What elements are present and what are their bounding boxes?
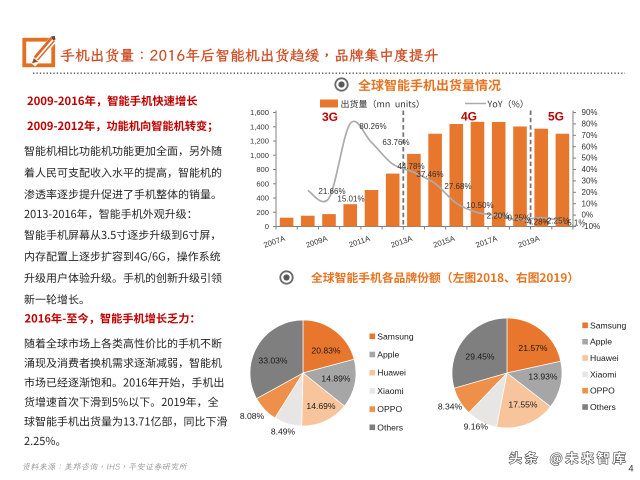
svg-text:1,200: 1,200 [250, 137, 269, 146]
svg-text:Others: Others [377, 422, 403, 432]
svg-text:21.57%: 21.57% [518, 343, 548, 353]
svg-text:OPPO: OPPO [377, 404, 402, 414]
svg-text:400: 400 [256, 194, 269, 203]
svg-text:Xiaomi: Xiaomi [377, 386, 403, 396]
svg-text:Apple: Apple [377, 350, 399, 360]
svg-text:600: 600 [256, 179, 269, 188]
svg-text:40%: 40% [582, 165, 598, 174]
svg-text:Apple: Apple [590, 337, 612, 347]
svg-text:10.50%: 10.50% [466, 201, 493, 210]
svg-text:9.16%: 9.16% [464, 421, 489, 431]
svg-text:1,400: 1,400 [250, 122, 269, 131]
svg-text:29.45%: 29.45% [465, 351, 495, 361]
svg-text:200: 200 [256, 208, 269, 217]
svg-text:OPPO: OPPO [590, 386, 615, 396]
svg-text:17.55%: 17.55% [508, 400, 538, 410]
svg-text:Xiaomi: Xiaomi [590, 369, 616, 379]
svg-text:37.46%: 37.46% [416, 170, 443, 179]
svg-text:50%: 50% [582, 154, 598, 163]
svg-text:14.69%: 14.69% [306, 401, 336, 411]
svg-text:80%: 80% [582, 120, 598, 129]
svg-text:8.34%: 8.34% [438, 401, 463, 411]
svg-text:8.08%: 8.08% [240, 411, 265, 421]
svg-text:0%: 0% [582, 211, 594, 220]
svg-text:-10%: -10% [582, 222, 601, 231]
svg-text:20.83%: 20.83% [311, 346, 341, 356]
svg-text:4: 4 [629, 464, 634, 474]
svg-text:-5.1%: -5.1% [565, 219, 586, 228]
svg-text:33.03%: 33.03% [258, 356, 288, 366]
svg-text:20%: 20% [582, 188, 598, 197]
svg-text:90%: 90% [582, 108, 598, 117]
svg-text:3G: 3G [322, 110, 338, 124]
svg-text:14.89%: 14.89% [321, 374, 351, 384]
svg-text:70%: 70% [582, 131, 598, 140]
svg-text:44.78%: 44.78% [397, 162, 424, 171]
svg-text:1,600: 1,600 [250, 108, 269, 117]
svg-text:-0.25%: -0.25% [505, 214, 530, 223]
svg-text:8.49%: 8.49% [271, 427, 296, 437]
svg-text:Others: Others [590, 402, 616, 412]
svg-text:21.66%: 21.66% [318, 187, 345, 196]
svg-text:13.93%: 13.93% [528, 371, 558, 381]
svg-text:63.76%: 63.76% [382, 138, 409, 147]
svg-text:0: 0 [265, 222, 269, 231]
svg-text:5G: 5G [548, 110, 564, 124]
svg-text:Samsung: Samsung [377, 331, 414, 341]
svg-text:30%: 30% [582, 177, 598, 186]
svg-text:1,000: 1,000 [250, 151, 269, 160]
svg-text:Huawei: Huawei [590, 353, 619, 363]
svg-text:10%: 10% [582, 199, 598, 208]
svg-text:Huawei: Huawei [377, 368, 406, 378]
svg-text:27.68%: 27.68% [444, 182, 471, 191]
svg-text:2.20%: 2.20% [487, 212, 510, 221]
svg-text:Samsung: Samsung [590, 320, 627, 330]
svg-text:800: 800 [256, 165, 269, 174]
svg-text:60%: 60% [582, 142, 598, 151]
svg-text:-2.25%: -2.25% [544, 217, 569, 226]
svg-text:15.01%: 15.01% [337, 195, 364, 204]
svg-text:80.26%: 80.26% [359, 122, 386, 131]
svg-text:-4.28%: -4.28% [524, 218, 549, 227]
svg-text:4G: 4G [461, 110, 477, 124]
